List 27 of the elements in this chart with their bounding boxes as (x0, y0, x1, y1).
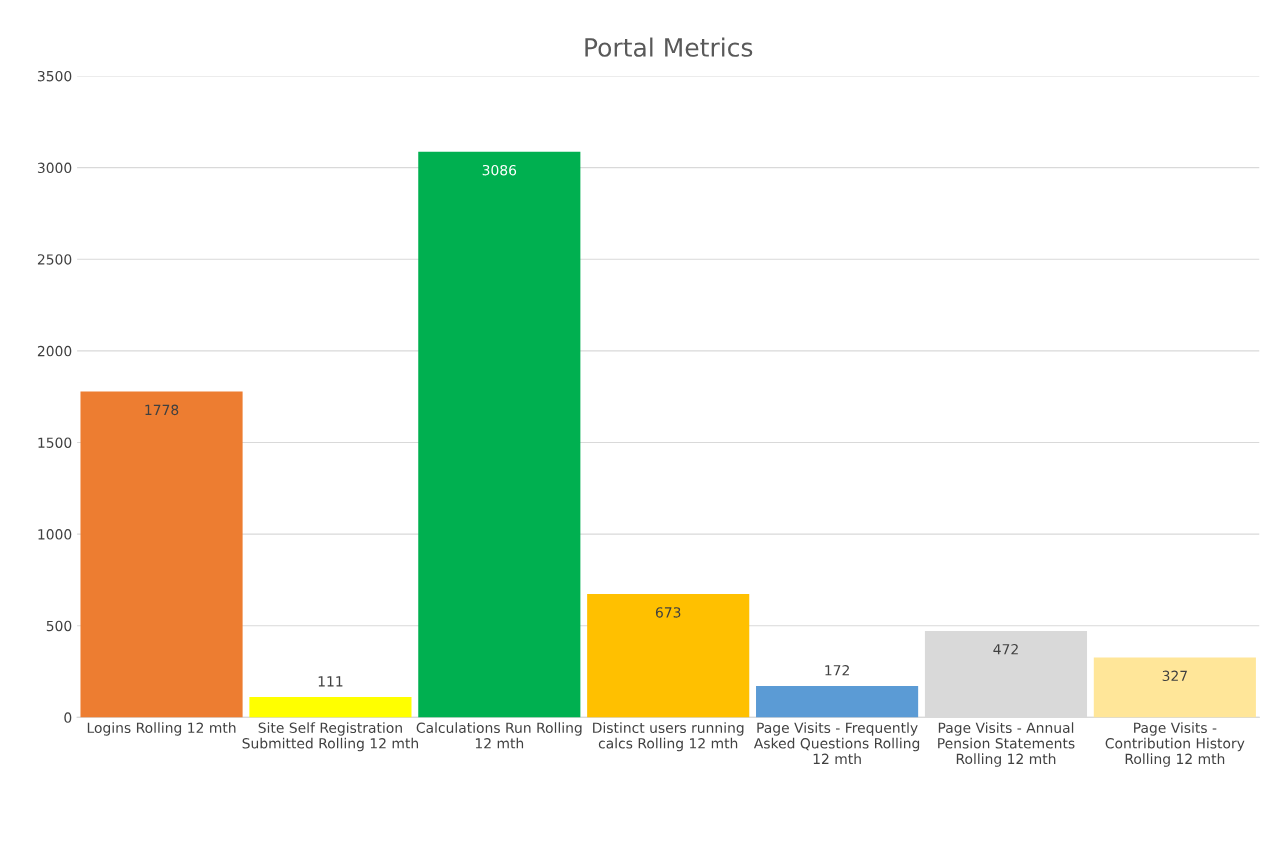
bar (756, 685, 919, 718)
bar (80, 391, 243, 718)
y-tick-label: 1000 (38, 529, 72, 540)
bar (587, 594, 750, 718)
y-tick-label: 3000 (37, 162, 72, 174)
bar (249, 697, 412, 718)
x-tick-label: Logins Rolling 12 mth (87, 722, 236, 736)
data-label: 111 (318, 676, 343, 687)
y-tick-label: 3500 (37, 70, 72, 82)
x-tick-label: Page Visits - Contribution History Rolling 12 mth (1105, 722, 1245, 767)
data-label: 673 (655, 607, 681, 618)
y-tick-label: 2000 (37, 345, 72, 357)
data-label: 1778 (145, 404, 179, 416)
y-tick-label: 1500 (38, 437, 72, 448)
data-label: 172 (825, 664, 849, 676)
data-label: 327 (1162, 670, 1187, 682)
y-tick-label: 500 (46, 620, 72, 632)
y-tick-label: 2500 (37, 254, 72, 265)
bar (1093, 657, 1256, 718)
data-label: 472 (993, 643, 1018, 655)
x-tick-label: Page Visits - Annual Pension Statements Rolling 12 mth (938, 722, 1075, 767)
data-label: 3086 (482, 164, 517, 176)
x-tick-label: Page Visits - Frequently Asked Questions Rolling 12 mth (753, 722, 920, 764)
bar (418, 151, 581, 718)
chart-title: Portal Metrics (585, 37, 753, 57)
x-tick-label: Distinct users running calcs Rolling 12 mth (593, 722, 744, 752)
y-tick-label: 0 (64, 712, 72, 723)
